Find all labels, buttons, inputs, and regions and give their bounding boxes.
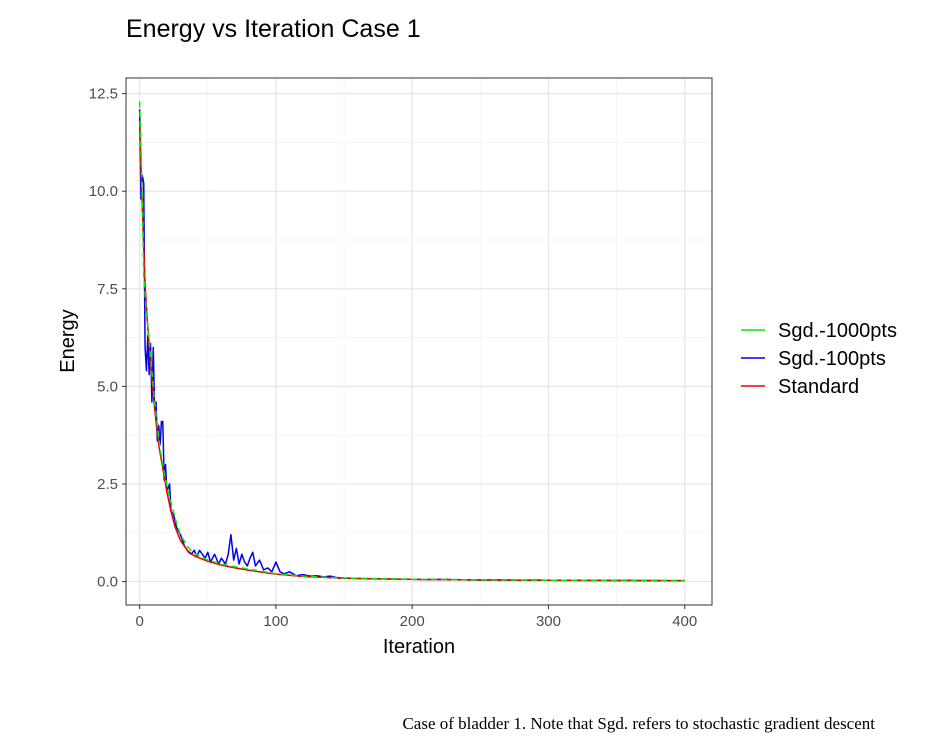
x-tick-label: 400	[672, 613, 697, 630]
y-tick-label: 5.0	[97, 378, 118, 395]
legend-label: Sgd.-100pts	[778, 348, 886, 370]
y-tick-label: 0.0	[97, 574, 118, 591]
y-tick-label: 7.5	[97, 281, 118, 298]
plot-border	[125, 77, 713, 606]
plot-panel	[125, 77, 713, 606]
x-tick-label: 0	[135, 613, 143, 630]
legend-label: Sgd.-1000pts	[778, 320, 897, 342]
y-axis-title: Energy	[57, 309, 79, 372]
x-tick-label: 300	[536, 613, 561, 630]
y-tick-label: 10.0	[89, 183, 118, 200]
plot-background	[126, 78, 712, 605]
series-lines	[138, 101, 685, 582]
figure-caption: Case of bladder 1. Note that Sgd. refers…	[402, 714, 875, 733]
legend-label: Standard	[778, 376, 859, 398]
series-line-sgd-1000pts	[138, 101, 685, 582]
y-tick-label: 2.5	[97, 476, 118, 493]
chart-title: Energy vs Iteration Case 1	[126, 15, 421, 43]
y-axis-ticks: 0.0 2.5 5.0 7.5 10.0 12.5	[89, 86, 126, 591]
legend: Sgd.-1000pts Sgd.-100pts Standard	[741, 320, 897, 398]
x-tick-label: 100	[263, 613, 288, 630]
grid-lines	[126, 78, 712, 605]
series-line-standard	[138, 120, 685, 582]
y-tick-label: 12.5	[89, 86, 118, 103]
x-axis-ticks: 0 100 200 300 400	[135, 605, 697, 630]
x-axis-title: Iteration	[383, 636, 455, 658]
x-tick-label: 200	[400, 613, 425, 630]
